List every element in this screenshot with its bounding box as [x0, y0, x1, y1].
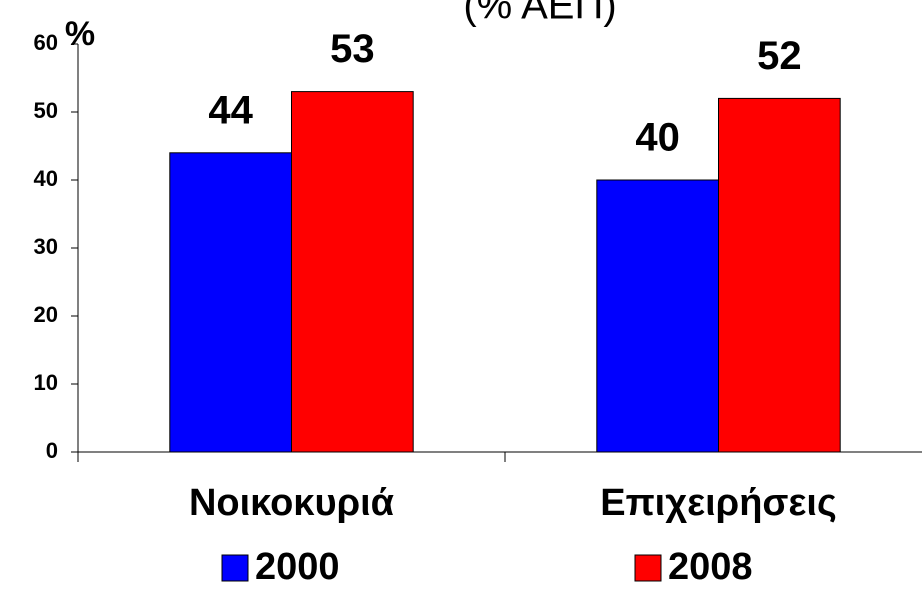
chart-title: (% ΑΕΠ): [463, 0, 616, 28]
y-tick-label: 20: [34, 302, 58, 327]
y-tick-label: 50: [34, 98, 58, 123]
y-tick-label: 40: [34, 166, 58, 191]
bar: [596, 179, 719, 453]
bar: [291, 91, 414, 453]
value-label: 44: [208, 88, 253, 132]
legend-label: 2008: [668, 546, 753, 588]
value-label: 53: [330, 27, 375, 71]
y-axis-label: %: [65, 15, 95, 53]
x-tick-label: Επιχειρήσεις: [600, 482, 837, 524]
y-tick-label: 60: [34, 30, 58, 55]
x-tick-label: Νοικοκυριά: [189, 482, 394, 524]
bar: [718, 97, 841, 453]
value-label: 52: [757, 34, 802, 78]
value-label: 40: [635, 116, 680, 160]
y-tick-label: 0: [46, 438, 58, 463]
legend-swatch: [634, 554, 662, 582]
bar: [169, 152, 292, 453]
y-tick-label: 30: [34, 234, 58, 259]
y-tick-label: 10: [34, 370, 58, 395]
legend-label: 2000: [255, 546, 340, 588]
legend-swatch: [221, 554, 249, 582]
